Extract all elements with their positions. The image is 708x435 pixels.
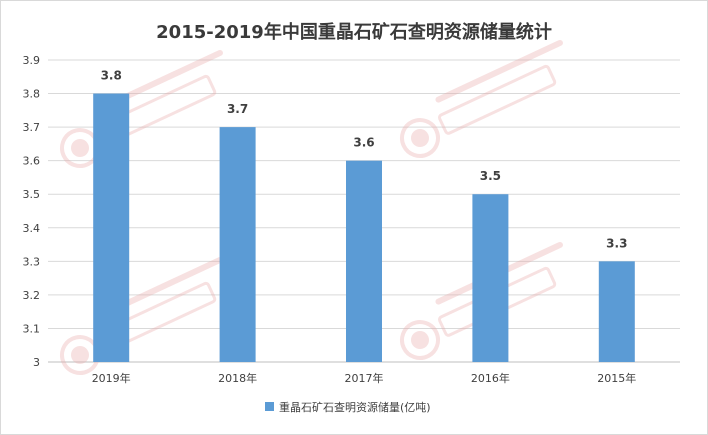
watermark-logo	[60, 49, 223, 168]
watermark-logo	[60, 256, 223, 375]
y-tick-label: 3.1	[23, 322, 41, 335]
data-label: 3.6	[353, 136, 374, 150]
legend: 重晶石矿石查明资源储量(亿吨)	[265, 400, 431, 414]
bar	[346, 160, 382, 362]
gridlines	[48, 59, 680, 363]
bars	[93, 93, 635, 363]
y-tick-label: 3.2	[23, 289, 41, 302]
data-label: 3.8	[101, 69, 122, 83]
bar	[219, 127, 256, 362]
y-tick-label: 3.8	[23, 88, 41, 101]
data-label: 3.3	[606, 236, 627, 250]
y-tick-label: 3.3	[23, 255, 41, 268]
x-tick-label: 2015年	[597, 371, 636, 385]
x-tick-label: 2019年	[92, 371, 131, 385]
x-axis-ticks: 2019年 2018年 2017年 2016年 2015年	[92, 371, 637, 385]
y-tick-label: 3.6	[23, 155, 41, 168]
chart-title: 2015-2019年中国重晶石矿石查明资源储量统计	[156, 21, 552, 43]
data-labels: 3.8 3.7 3.6 3.5 3.3	[101, 69, 628, 251]
x-tick-label: 2018年	[218, 371, 257, 385]
legend-swatch	[265, 402, 274, 411]
y-tick-label: 3.5	[23, 188, 41, 201]
y-tick-label: 3.7	[23, 121, 41, 134]
y-axis-ticks: 3 3.1 3.2 3.3 3.4 3.5 3.6 3.7 3.8 3.9	[23, 54, 41, 369]
y-tick-label: 3.9	[23, 54, 41, 67]
legend-label: 重晶石矿石查明资源储量(亿吨)	[279, 400, 431, 414]
data-label: 3.7	[227, 102, 248, 116]
data-label: 3.5	[480, 169, 501, 183]
bar	[598, 261, 635, 362]
bar	[472, 194, 509, 362]
y-tick-label: 3	[33, 356, 40, 369]
y-tick-label: 3.4	[23, 222, 41, 235]
x-tick-label: 2016年	[471, 371, 510, 385]
watermark-logo	[400, 39, 563, 158]
bar	[93, 93, 130, 363]
x-tick-label: 2017年	[345, 371, 384, 385]
